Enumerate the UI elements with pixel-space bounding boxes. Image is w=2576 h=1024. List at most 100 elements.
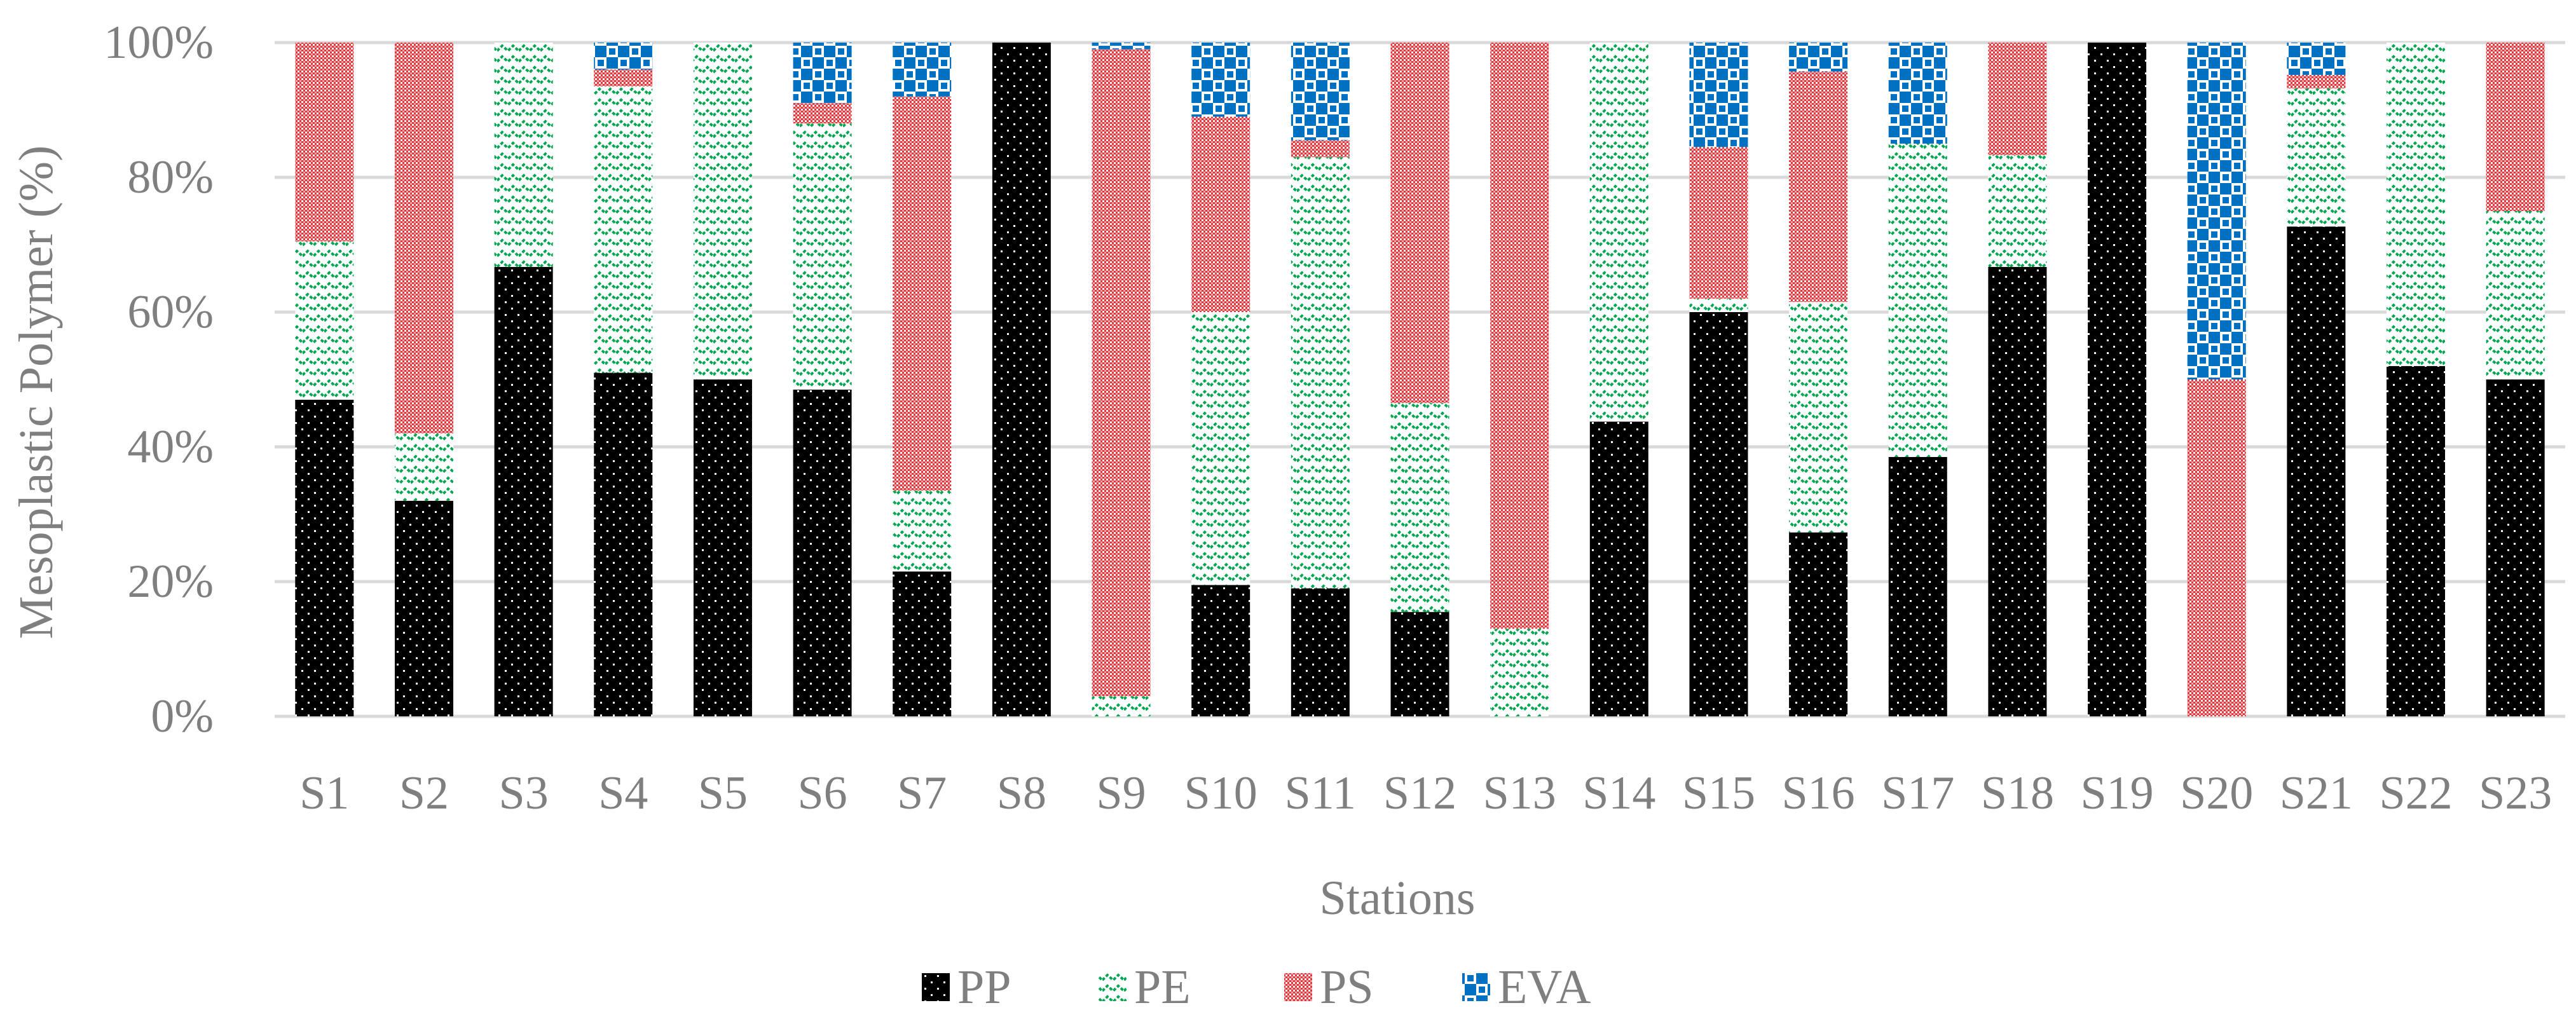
bar-segment-eva-s15 [1689,43,1748,147]
x-axis-title: Stations [1320,871,1476,925]
bar-segment-pe-s23 [2486,211,2545,379]
legend-swatch-ps [1284,973,1312,1001]
bar-segment-pe-s2 [394,433,453,501]
bar-segment-ps-s15 [1689,147,1748,299]
x-tick-label: S15 [1682,767,1755,819]
bar-segment-pe-s9 [1092,696,1151,716]
y-tick-label: 60% [127,286,214,338]
bar-segment-pp-s22 [2387,365,2446,716]
bar-segment-pe-s18 [1988,155,2047,267]
x-tick-label: S23 [2479,767,2552,819]
x-tick-label: S12 [1383,767,1456,819]
x-tick-label: S16 [1782,767,1855,819]
bar-segment-ps-s6 [793,103,852,124]
bar-segment-ps-s18 [1988,43,2047,156]
bar-segment-pe-s1 [295,241,354,400]
y-axis-tick-labels: 0% 20% 40% 60% 80% 100% [104,17,214,742]
x-tick-label: S17 [1881,767,1954,819]
bar-segment-pe-s10 [1191,312,1250,585]
x-tick-label: S14 [1582,767,1655,819]
y-tick-label: 100% [104,17,214,69]
x-tick-label: S4 [598,767,648,819]
y-tick-label: 40% [127,421,214,473]
bar-segment-pp-s17 [1888,456,1947,716]
bar-segment-ps-s4 [594,69,653,86]
x-tick-label: S1 [299,767,349,819]
x-tick-label: S9 [1096,767,1146,819]
x-tick-label: S13 [1483,767,1556,819]
bars [295,43,2545,717]
bar-segment-pe-s6 [793,123,852,390]
bar-segment-pe-s17 [1888,144,1947,457]
bar-segment-pp-s18 [1988,266,2047,717]
bar-segment-pp-s1 [295,399,354,716]
legend-label-pp: PP [957,960,1011,1014]
bar-segment-eva-s17 [1888,43,1947,144]
x-tick-label: S19 [2080,767,2153,819]
bar-segment-pp-s12 [1390,611,1449,716]
y-axis-title: Mesoplastic Polymer (%) [10,146,63,639]
bar-segment-pe-s11 [1291,157,1350,589]
bar-segment-pe-s13 [1490,629,1549,716]
bar-segment-ps-s16 [1789,71,1848,303]
bar-segment-pp-s19 [2088,43,2147,716]
bar-segment-pp-s16 [1789,532,1848,716]
bar-segment-pe-s4 [594,86,653,373]
x-tick-label: S7 [897,767,947,819]
y-tick-label: 0% [151,690,214,742]
bar-segment-pp-s21 [2287,226,2346,716]
legend-swatch-pp [922,973,950,1001]
x-tick-label: S10 [1184,767,1257,819]
x-tick-label: S2 [399,767,449,819]
bar-segment-ps-s2 [394,43,453,433]
bar-segment-pp-s8 [992,43,1051,716]
bar-segment-ps-s23 [2486,43,2545,211]
bar-segment-pp-s5 [693,379,752,716]
bar-segment-pe-s14 [1589,43,1648,422]
bar-segment-pe-s7 [893,490,952,572]
legend: PP PE PS EVA [922,960,1591,1014]
bar-segment-pe-s15 [1689,298,1748,312]
bar-segment-pe-s22 [2387,43,2446,366]
legend-label-ps: PS [1320,960,1374,1014]
x-tick-label: S11 [1285,767,1356,819]
bar-segment-eva-s11 [1291,43,1350,140]
bar-segment-pe-s16 [1789,302,1848,533]
bar-segment-ps-s12 [1390,43,1449,404]
bar-segment-eva-s20 [2187,43,2246,379]
bar-segment-pp-s3 [494,266,553,717]
bar-segment-eva-s16 [1789,43,1848,72]
bar-segment-pp-s11 [1291,588,1350,716]
x-tick-label: S5 [698,767,748,819]
bar-segment-eva-s7 [893,43,952,97]
bar-segment-pp-s14 [1589,421,1648,716]
bar-segment-ps-s11 [1291,140,1350,158]
x-tick-label: S8 [997,767,1046,819]
bar-segment-pp-s23 [2486,379,2545,716]
legend-swatch-eva [1462,973,1490,1001]
bar-segment-pp-s6 [793,389,852,716]
bar-segment-eva-s9 [1092,43,1151,50]
bar-segment-ps-s13 [1490,43,1549,629]
bar-segment-ps-s9 [1092,49,1151,697]
x-tick-label: S18 [1981,767,2054,819]
bar-segment-eva-s4 [594,43,653,70]
bar-segment-eva-s21 [2287,43,2346,75]
bar-segment-ps-s20 [2187,379,2246,716]
bar-segment-pp-s7 [893,571,952,716]
x-tick-label: S6 [798,767,847,819]
bar-segment-ps-s10 [1191,116,1250,312]
bar-segment-pp-s10 [1191,585,1250,716]
x-tick-label: S21 [2280,767,2353,819]
bar-segment-pe-s3 [494,43,553,267]
bar-segment-pp-s4 [594,372,653,716]
bar-segment-eva-s10 [1191,43,1250,117]
bar-segment-ps-s1 [295,43,354,242]
y-tick-label: 80% [127,151,214,203]
bar-segment-pe-s5 [693,43,752,379]
bar-segment-eva-s6 [793,43,852,104]
y-tick-label: 20% [127,556,214,608]
legend-label-eva: EVA [1498,960,1591,1014]
